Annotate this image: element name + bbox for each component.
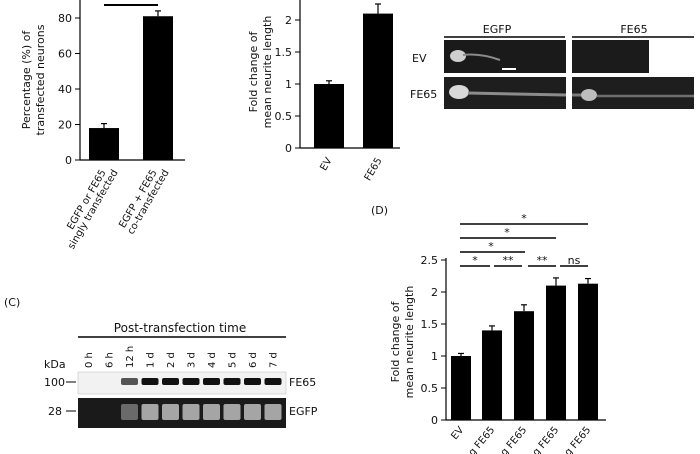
egfp-band — [141, 404, 159, 420]
panel-d-ytick-label: 2.5 — [421, 254, 439, 267]
fe65-band — [141, 378, 159, 385]
sig-mark-4: * — [472, 254, 478, 267]
sig-mark-7: ns — [568, 254, 581, 267]
row-label-fe65: FE65 — [410, 88, 437, 101]
band-label-egfp: EGFP — [289, 405, 318, 418]
fe65-band — [121, 378, 138, 385]
panel-d-ytick-label: 1.5 — [421, 318, 439, 331]
panel-d-xcat: EV — [449, 425, 466, 442]
microscopy-panel: EGFP FE65 EV FE65 — [410, 23, 694, 109]
panel-c-kda: kDa — [44, 358, 66, 371]
panel-b-ytick-label: 1.5 — [275, 46, 293, 59]
fe65-band — [203, 378, 220, 385]
panel-b-chart: Fold change of mean neurite length 0 0.5 1… — [247, 0, 400, 183]
panel-d-bar — [546, 285, 566, 420]
panel-c-title: Post-transfection time — [114, 321, 246, 335]
col-label-egfp: EGFP — [483, 23, 512, 36]
marker-100: 100 — [44, 376, 65, 389]
panel-b-xcat-ev: EV — [318, 156, 334, 173]
panel-b-bar — [363, 13, 393, 148]
panel-d-ylabel-2: mean neurite length — [403, 286, 416, 399]
panel-a-ytick-label: 80 — [58, 12, 72, 25]
panel-d-bar — [451, 356, 471, 420]
egfp-band — [182, 404, 200, 420]
band-label-fe65: FE65 — [289, 376, 316, 389]
panel-c-blot: (C) Post-transfection time kDa 0 h 6 h 12 … — [4, 296, 318, 428]
egfp-band — [203, 404, 220, 420]
panel-d-ytick-label: 0.5 — [421, 382, 439, 395]
panel-a-bar — [143, 16, 173, 160]
panel-a-chart: Percentage (%) of transfected neurons 0 2… — [20, 0, 185, 251]
neuron-soma-ev — [450, 50, 466, 62]
panel-d-ytick-label: 1 — [431, 350, 438, 363]
lane-time-label: 4 d — [207, 352, 218, 368]
panel-b-ytick-label: 1 — [285, 78, 292, 91]
panel-d-ylabel-1: Fold change of — [389, 300, 402, 382]
panel-b-ylabel-1: Fold change of — [247, 30, 260, 112]
fe65-band — [162, 378, 179, 385]
panel-d-bar — [578, 283, 598, 420]
lane-time-label: 5 d — [228, 352, 239, 368]
panel-d-chart: (D) Fold change of mean neurite length 0… — [371, 204, 606, 454]
panel-d-bar — [514, 311, 534, 420]
fe65-band — [223, 378, 241, 385]
blot-fe65-strip — [77, 371, 287, 395]
egfp-band — [162, 404, 179, 420]
egfp-band — [223, 404, 241, 420]
panel-d-ytick-label: 2 — [431, 286, 438, 299]
panel-d-xcat: g FE65 — [563, 425, 593, 454]
panel-c-label: (C) — [4, 296, 20, 309]
col-label-fe65: FE65 — [620, 23, 647, 36]
panel-b-bar — [314, 84, 344, 148]
fe65-band — [182, 378, 200, 385]
sig-mark-3: * — [488, 240, 494, 253]
panel-a-ytick-label: 20 — [58, 119, 72, 132]
panel-d-ytick-label: 0 — [431, 414, 438, 427]
marker-28: 28 — [48, 405, 62, 418]
fe65-band — [264, 378, 282, 385]
neurite-ev — [462, 53, 501, 61]
lane-time-label: 12 h — [125, 346, 136, 368]
panel-a-ytick-label: 40 — [58, 83, 72, 96]
egfp-band — [244, 404, 261, 420]
panel-a-ytick-label: 0 — [65, 154, 72, 167]
panel-a-ylabel-2: transfected neurons — [34, 24, 47, 135]
lane-time-label: 6 h — [105, 352, 116, 368]
panel-a-ylabel-1: Percentage (%) of — [20, 30, 33, 130]
lane-time-label: 2 d — [166, 352, 177, 368]
panel-d-bar — [482, 330, 502, 420]
panel-d-xcat: g FE65 — [467, 425, 497, 454]
sig-mark-1: * — [521, 212, 527, 225]
panel-b-ytick-label: 2 — [285, 14, 292, 27]
lane-time-label: 6 d — [248, 352, 259, 368]
lane-time-label: 0 h — [84, 352, 95, 368]
lane-time-label: 3 d — [187, 352, 198, 368]
egfp-band — [264, 404, 282, 420]
panel-b-ytick-label: 0 — [285, 142, 292, 155]
lane-time-label: 1 d — [146, 352, 157, 368]
panel-a-ytick-label: 60 — [58, 48, 72, 61]
neuron-soma-fe65 — [581, 89, 597, 101]
sig-mark-2: * — [504, 226, 510, 239]
panel-d-xcat: g FE65 — [499, 425, 529, 454]
panel-a-bar — [89, 128, 119, 160]
panel-b-ylabel-2: mean neurite length — [261, 16, 274, 129]
neuron-soma-fe65-egfp — [449, 85, 469, 99]
panel-b-xcat-fe65: FE65 — [363, 156, 385, 183]
row-label-ev: EV — [412, 52, 427, 65]
egfp-band — [121, 404, 138, 420]
fe65-band — [244, 378, 261, 385]
neurite-fe65-egfp — [467, 91, 567, 97]
panel-b-ytick-label: 0.5 — [275, 110, 293, 123]
sig-mark-5: ** — [503, 254, 515, 267]
sig-mark-6: ** — [537, 254, 549, 267]
panel-d-xcat: g FE65 — [531, 425, 561, 454]
lane-time-label: 7 d — [269, 352, 280, 368]
img-ev-fe65 — [572, 40, 649, 73]
panel-d-label: (D) — [371, 204, 388, 217]
